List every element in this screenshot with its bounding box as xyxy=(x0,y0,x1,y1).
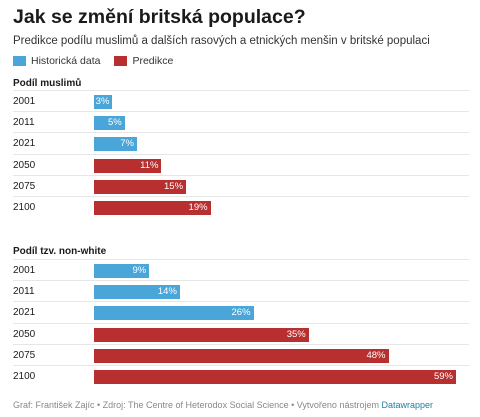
bar-row: 2100 19% xyxy=(13,196,469,218)
row-label: 2050 xyxy=(13,159,36,171)
row-label: 2100 xyxy=(13,202,36,213)
bar-row: 2100 59% xyxy=(13,365,469,387)
legend-label-historical: Historická data xyxy=(31,55,101,67)
bar-value-label: 7% xyxy=(120,138,134,150)
row-label: 2011 xyxy=(13,117,35,129)
bar-row: 2021 7% xyxy=(13,132,469,154)
bar: 9% xyxy=(94,264,150,278)
footer-text: Graf: František Zajíc • Zdroj: The Centr… xyxy=(13,400,382,410)
bar: 15% xyxy=(94,179,187,194)
bar: 59% xyxy=(94,370,456,384)
bar-row: 2075 48% xyxy=(13,343,469,366)
bar-value-label: 19% xyxy=(188,202,208,213)
bar-row: 2075 15% xyxy=(13,174,469,197)
bar: 11% xyxy=(94,158,162,173)
footer-credits: Graf: František Zajíc • Zdroj: The Centr… xyxy=(13,400,433,410)
bar-value-label: 5% xyxy=(107,117,122,129)
bar: 26% xyxy=(94,306,254,321)
bar: 3% xyxy=(94,95,113,109)
chart-subtitle: Predikce podílu muslimů a dalších rasový… xyxy=(13,35,430,47)
legend-item-prediction: Predikce xyxy=(114,55,173,67)
row-label: 2021 xyxy=(13,138,36,150)
bar: 7% xyxy=(94,137,137,152)
bar-row: 2011 14% xyxy=(13,280,469,302)
row-label: 2075 xyxy=(13,349,36,361)
legend: Historická data Predikce xyxy=(13,55,187,67)
row-label: 2050 xyxy=(13,328,36,340)
bar: 35% xyxy=(94,327,309,342)
bar-value-label: 9% xyxy=(132,265,147,276)
panel-title-muslims: Podíl muslimů xyxy=(13,78,82,89)
bar-row: 2001 3% xyxy=(13,90,469,112)
bar-value-label: 3% xyxy=(95,96,110,107)
legend-label-prediction: Predikce xyxy=(132,55,174,67)
bar-value-label: 35% xyxy=(286,328,306,340)
bar-row: 2050 11% xyxy=(13,153,469,176)
row-label: 2001 xyxy=(13,96,36,107)
bar-value-label: 26% xyxy=(231,307,251,319)
bar: 19% xyxy=(94,201,211,215)
row-label: 2011 xyxy=(13,286,35,298)
bar-value-label: 11% xyxy=(140,159,159,171)
bar-row: 2011 5% xyxy=(13,111,469,133)
legend-swatch-prediction xyxy=(114,56,128,66)
bar-value-label: 14% xyxy=(157,286,177,298)
row-label: 2001 xyxy=(13,265,36,276)
bar-row: 2050 35% xyxy=(13,322,469,345)
row-label: 2021 xyxy=(13,307,36,319)
bar-value-label: 48% xyxy=(366,349,386,361)
row-label: 2100 xyxy=(13,371,36,382)
bar: 5% xyxy=(94,116,125,131)
legend-swatch-historical xyxy=(13,56,26,66)
panel-title-non-white: Podíl tzv. non-white xyxy=(13,246,107,257)
bar-row: 2021 26% xyxy=(13,301,469,323)
bar: 48% xyxy=(94,348,389,363)
chart-title: Jak se změní britská populace? xyxy=(13,6,306,28)
datawrapper-link[interactable]: Datawrapper xyxy=(381,400,433,410)
bar-row: 2001 9% xyxy=(13,259,469,281)
legend-item-historical: Historická data xyxy=(13,55,100,67)
bar: 14% xyxy=(94,285,180,300)
row-label: 2075 xyxy=(13,180,36,192)
bar-value-label: 59% xyxy=(433,371,453,382)
bar-value-label: 15% xyxy=(164,180,184,192)
